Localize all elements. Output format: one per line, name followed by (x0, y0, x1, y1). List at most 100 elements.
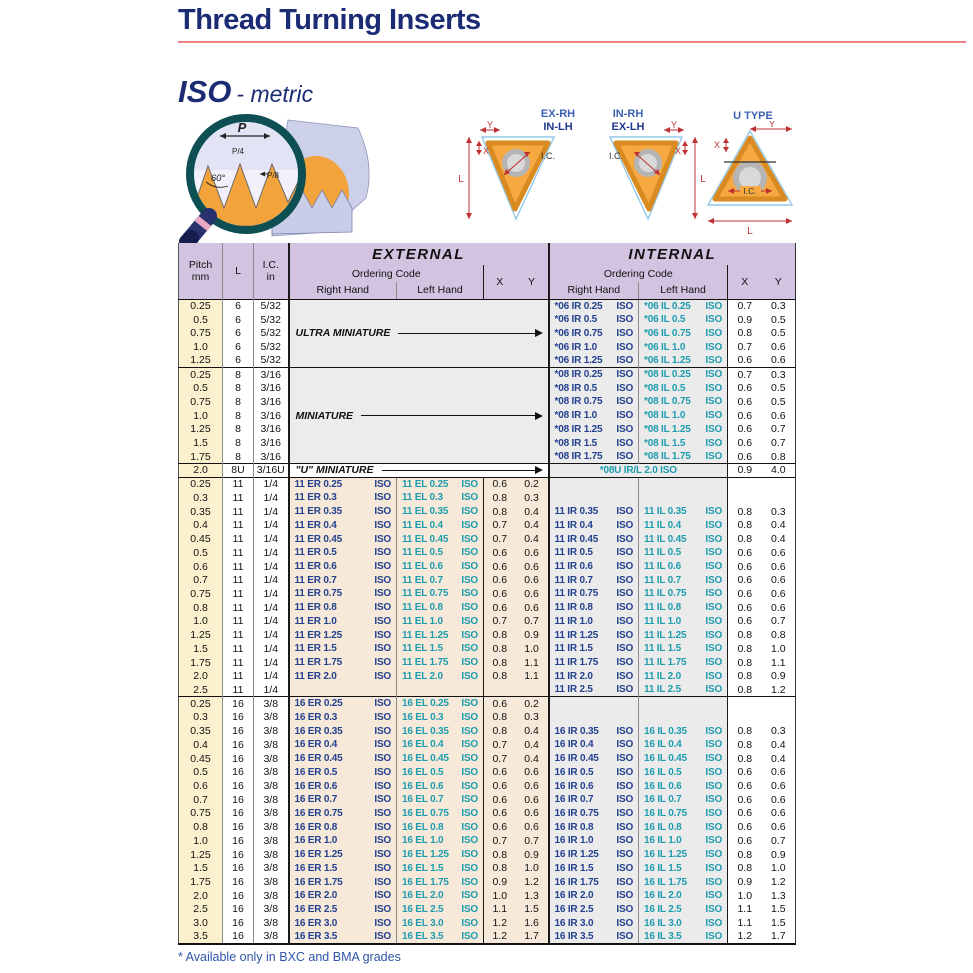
l-cell: 6 (222, 340, 254, 354)
table-row: 0.75 6 5/32 *06 IR 0.75 ISO *06 IL 0.75 ISO 0.8… (178, 326, 796, 341)
code-suffix: ISO (616, 341, 634, 353)
code-prefix: 11 IL 0.5 (644, 547, 681, 559)
ext-lh-code-cell: 16 EL 1.75 ISO (396, 875, 484, 889)
dim-x-label: X (675, 146, 681, 156)
ic-cell: 1/4 (253, 683, 289, 697)
code-prefix: 11 EL 0.6 (402, 561, 443, 573)
l-cell: 16 (222, 888, 254, 903)
int-x-cell: 0.8 (727, 724, 762, 738)
int-rh-code-cell: 11 IR 0.7 ISO (547, 573, 639, 588)
code-text: *06 IL 0.25 ISO (640, 300, 728, 312)
ext-y-cell: 1.1 (515, 655, 549, 670)
profile-angle-label: 60° (211, 173, 226, 184)
code-prefix: 16 EL 1.25 (402, 849, 449, 861)
code-prefix: 11 IR 1.25 (554, 629, 599, 641)
ic-cell: 3/8 (253, 792, 289, 807)
code-text: 16 IL 0.35 ISO (640, 726, 728, 737)
code-suffix: ISO (616, 396, 634, 408)
ext-y-cell: 1.2 (515, 875, 549, 889)
int-rh-code-cell: 11 IR 1.75 ISO (547, 655, 639, 670)
int-rh-code-cell: 16 IR 0.5 ISO (547, 765, 639, 780)
code-text: 11 IL 1.5 ISO (640, 643, 728, 654)
code-text: *08 IL 0.5 ISO (640, 383, 728, 394)
int-x-cell: 0.9 (727, 463, 762, 478)
pitch-cell: 0.7 (178, 792, 223, 807)
ext-y-cell: 0.6 (515, 600, 549, 615)
table-row: 0.25 16 3/8 16 ER 0.25 ISO 16 EL 0.25 ISO 0.6 0.… (178, 696, 796, 711)
code-text: 11 EL 0.35 ISO (398, 506, 484, 517)
ext-lh-code-cell: 11 EL 0.6 ISO (396, 559, 484, 574)
code-prefix: 11 IR 1.0 (554, 615, 593, 627)
arrow-right-icon (398, 328, 543, 339)
code-suffix: ISO (705, 423, 723, 435)
code-text: 11 ER 0.35 ISO (291, 506, 397, 517)
code-suffix: ISO (705, 903, 723, 915)
code-text: 16 ER 3.5 ISO (291, 931, 397, 942)
int-lh-code-cell: *08 IL 1.5 ISO (638, 436, 728, 450)
code-suffix: ISO (705, 300, 723, 312)
code-prefix: 11 IL 1.75 (644, 657, 687, 669)
code-text: 16 ER 0.75 ISO (291, 808, 397, 819)
code-text: 16 EL 0.35 ISO (398, 726, 484, 737)
code-suffix: ISO (705, 396, 723, 408)
code-text: 16 EL 2.0 ISO (398, 890, 484, 901)
code-suffix: ISO (705, 766, 723, 778)
int-lh-code-cell (638, 710, 728, 725)
ext-rh-code-cell: 11 ER 1.75 ISO (287, 655, 397, 670)
table-row: 2.5 16 3/8 16 ER 2.5 ISO 16 EL 2.5 ISO 1.1 1.5 16… (178, 902, 796, 917)
code-suffix: ISO (616, 807, 634, 819)
ext-rh-code-cell: 16 ER 0.4 ISO (287, 738, 397, 752)
int-lh-code-cell: 11 IL 1.0 ISO (638, 614, 728, 629)
ext-x-cell: 1.2 (483, 916, 516, 931)
ext-y-cell: 0.6 (515, 573, 549, 588)
code-prefix: 11 IR 1.75 (554, 657, 599, 669)
code-prefix: 16 IR 0.4 (554, 739, 594, 751)
ext-lh-code-cell: 11 EL 1.25 ISO (396, 628, 484, 642)
pitch-cell: 1.25 (178, 628, 223, 642)
code-suffix: ISO (705, 890, 723, 902)
code-suffix: ISO (461, 615, 478, 627)
header-right-hand-external: Right Hand (287, 282, 397, 300)
table-row: 1.5 11 1/4 11 ER 1.5 ISO 11 EL 1.5 ISO 0.8 1.0 11… (178, 641, 796, 656)
code-text: 11 IL 0.45 ISO (640, 533, 728, 545)
code-prefix: *08 IR 0.25 (554, 369, 603, 381)
code-prefix: 11 IL 0.35 (644, 506, 687, 518)
ext-y-cell: 0.6 (515, 820, 549, 835)
code-suffix: ISO (461, 698, 478, 710)
int-lh-code-cell: *08 IL 0.75 ISO (638, 395, 728, 409)
code-prefix: 11 IR 1.5 (554, 643, 593, 655)
code-text: *08 IR 1.25 ISO (551, 424, 639, 435)
header-left-hand-external: Left Hand (396, 282, 484, 300)
ext-rh-code-cell: 16 ER 0.7 ISO (287, 792, 397, 807)
code-text: 16 IR 1.5 ISO (551, 863, 639, 874)
code-prefix: *06 IR 1.25 (554, 354, 603, 366)
code-suffix: ISO (374, 615, 391, 627)
table-row: 0.5 8 3/16 *08 IR 0.5 ISO *08 IL 0.5 ISO 0.6 0.5 (178, 381, 796, 396)
table-row: 1.5 8 3/16 *08 IR 1.5 ISO *08 IL 1.5 ISO 0.6 0.7 (178, 436, 796, 450)
int-x-cell: 0.8 (727, 628, 762, 642)
table-row: 1.25 16 3/8 16 ER 1.25 ISO 16 EL 1.25 ISO 0.8 0.… (178, 847, 796, 862)
ext-lh-code-cell: 11 EL 1.75 ISO (396, 655, 484, 670)
l-cell: 8 (222, 436, 254, 450)
code-suffix: ISO (616, 643, 634, 655)
int-lh-code-cell: 11 IL 0.35 ISO (638, 504, 728, 519)
code-text: 11 IL 0.75 ISO (640, 588, 728, 599)
code-prefix: 16 EL 1.5 (402, 862, 444, 874)
arrow-right-icon (381, 465, 543, 476)
pitch-cell: 0.7 (178, 573, 223, 588)
code-suffix: ISO (705, 533, 723, 545)
section-label-row: ULTRA MINIATURE (291, 327, 548, 339)
l-cell: 16 (222, 930, 254, 944)
code-prefix: *08 IR 0.75 (554, 396, 603, 408)
l-cell: 6 (222, 298, 254, 313)
int-x-cell: 0.6 (727, 614, 762, 629)
code-suffix: ISO (461, 519, 478, 531)
ic-cell: 1/4 (253, 491, 289, 505)
code-text: 11 IR 0.8 ISO (551, 602, 639, 613)
int-x-cell: 0.7 (727, 298, 762, 313)
code-suffix: ISO (374, 519, 391, 531)
pitch-cell: 1.75 (178, 449, 223, 464)
ext-rh-code-cell: 11 ER 0.5 ISO (287, 545, 397, 560)
ext-lh-code-cell: 11 EL 0.7 ISO (396, 573, 484, 588)
int-lh-code-cell: 11 IL 1.75 ISO (638, 655, 728, 670)
